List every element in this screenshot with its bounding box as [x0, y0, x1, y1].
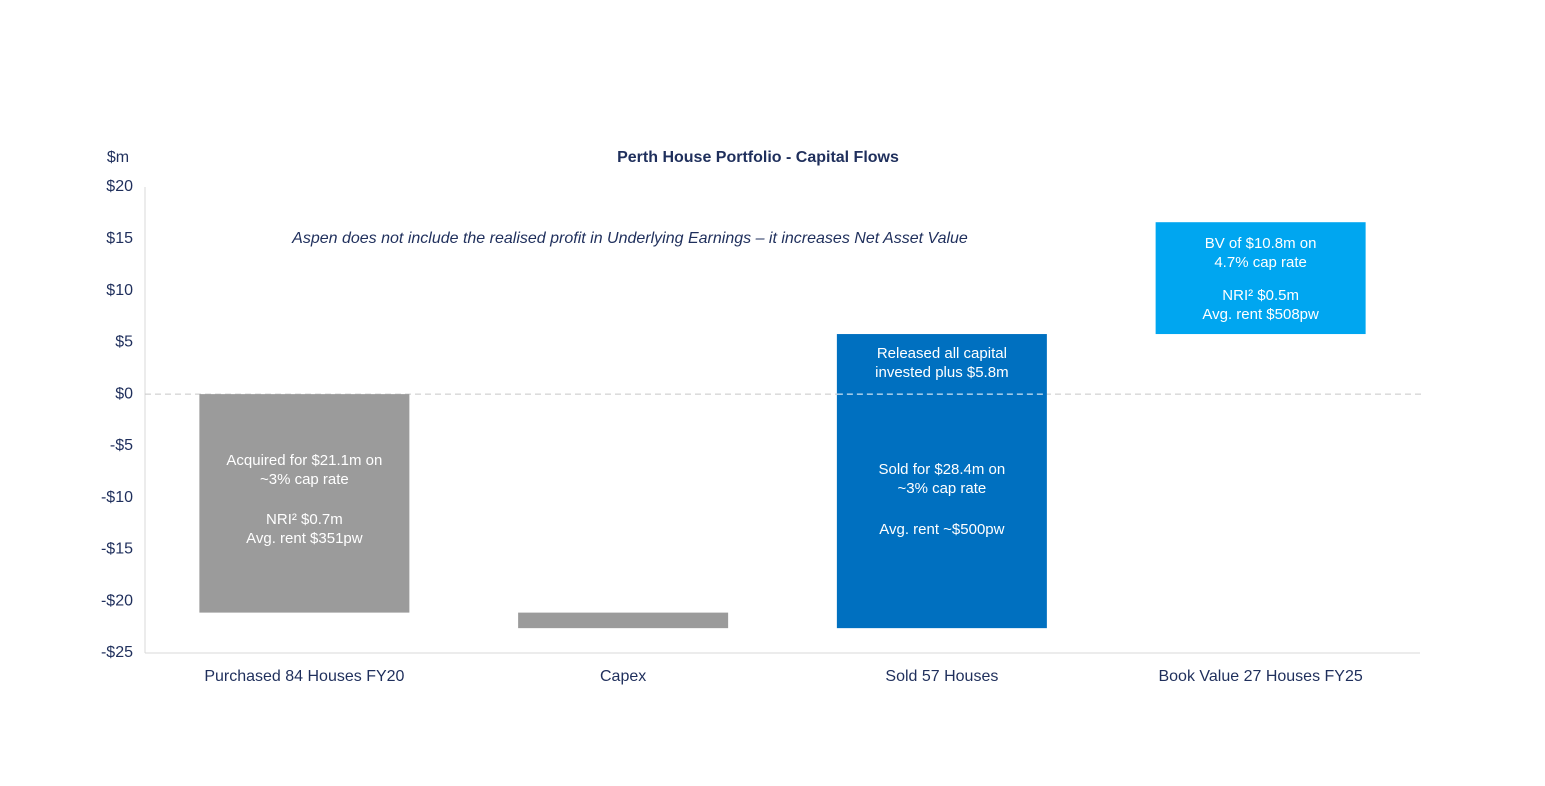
bar-label: ~3% cap rate [260, 471, 349, 488]
bar-label: BV of $10.8m on [1205, 235, 1317, 252]
bar-label: NRI² $0.7m [266, 511, 343, 528]
x-tick-label: Purchased 84 Houses FY20 [204, 668, 404, 685]
bar-label: Acquired for $21.1m on [226, 452, 382, 469]
y-tick-label: -$25 [101, 644, 133, 661]
y-tick-label: $0 [115, 385, 133, 402]
bar-label: 4.7% cap rate [1214, 254, 1307, 271]
bar-label: Released all capital [877, 345, 1007, 362]
y-tick-label: -$10 [101, 489, 133, 506]
bar [836, 334, 1047, 629]
x-tick-label: Capex [600, 668, 646, 685]
bar-label: NRI² $0.5m [1222, 287, 1299, 304]
bar-label: ~3% cap rate [897, 480, 986, 497]
y-tick-label: $5 [115, 334, 133, 351]
y-axis-unit: $m [107, 149, 129, 166]
bar-label: Sold for $28.4m on [879, 461, 1006, 478]
y-tick-label: $15 [106, 230, 133, 247]
bar-label: Avg. rent $351pw [246, 530, 363, 547]
x-tick-label: Sold 57 Houses [885, 668, 998, 685]
bar-label: Avg. rent ~$500pw [879, 521, 1004, 538]
annotation: Aspen does not include the realised prof… [291, 230, 968, 247]
y-tick-label: -$5 [110, 437, 133, 454]
y-tick-label: -$15 [101, 541, 133, 558]
y-tick-label: -$20 [101, 592, 133, 609]
y-tick-label: $20 [106, 178, 133, 195]
chart-title: Perth House Portfolio - Capital Flows [617, 149, 899, 166]
x-tick-label: Book Value 27 Houses FY25 [1158, 668, 1362, 685]
bar [1155, 222, 1366, 335]
bar [199, 394, 410, 613]
bar-label: Avg. rent $508pw [1202, 306, 1319, 323]
bar [518, 612, 729, 629]
y-tick-label: $10 [106, 282, 133, 299]
bar-label: invested plus $5.8m [875, 364, 1008, 381]
